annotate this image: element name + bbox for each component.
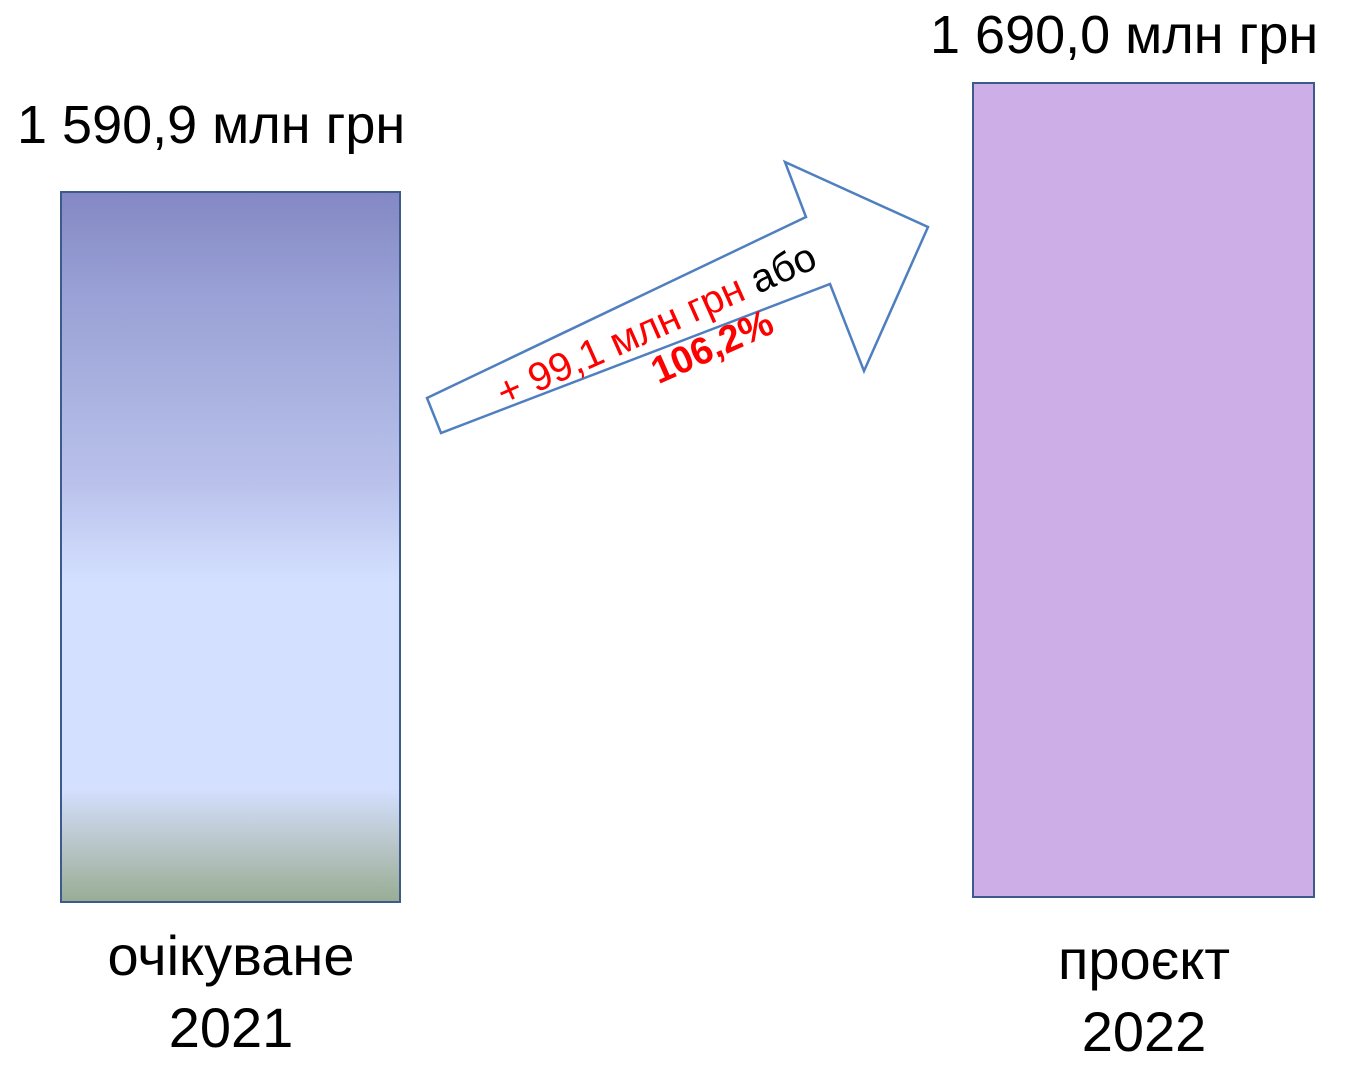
bar-value-label-2022: 1 690,0 млн грн: [930, 5, 1319, 65]
category-label-2021: очікуване 2021: [31, 920, 431, 1064]
growth-arrow-shape: [425, 159, 930, 435]
bar-value-label-2021: 1 590,9 млн грн: [17, 95, 406, 155]
category-label-2022-line1: проєкт: [1058, 928, 1230, 991]
bar-2021: [60, 191, 401, 903]
category-label-2021-line2: 2021: [168, 996, 294, 1059]
category-label-2021-line1: очікуване: [107, 924, 355, 987]
bar-2022: [972, 82, 1315, 898]
